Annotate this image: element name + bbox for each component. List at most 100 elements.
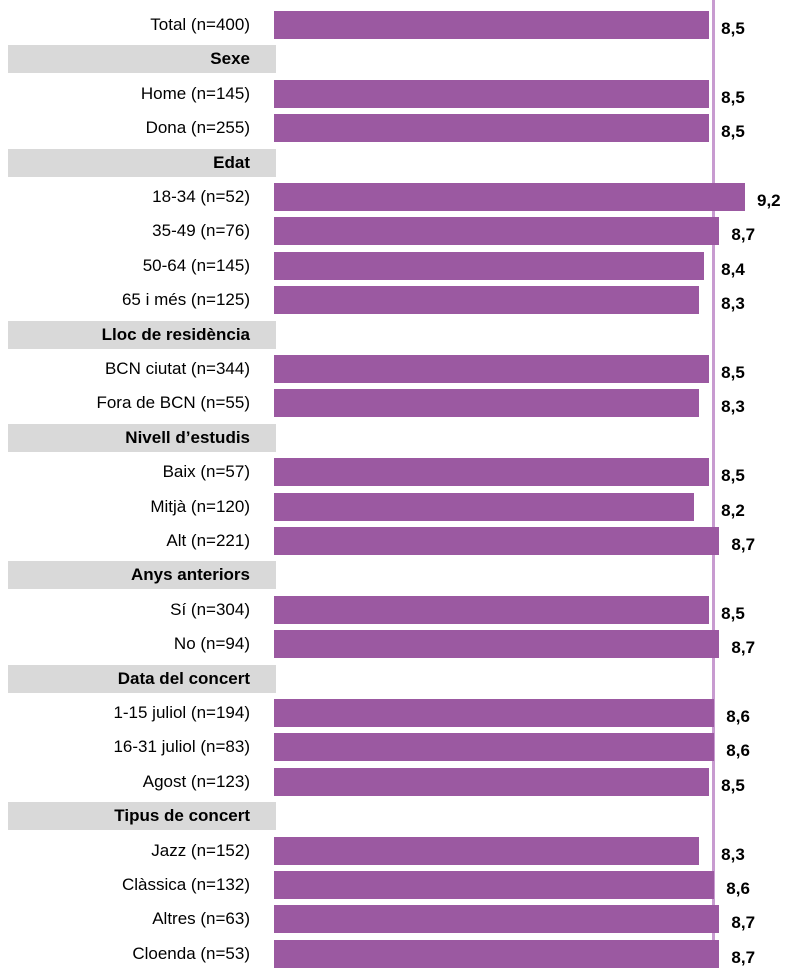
category-label: Agost (n=123) xyxy=(142,771,250,791)
category-label: Jazz (n=152) xyxy=(151,840,250,860)
category-label: Home (n=145) xyxy=(140,83,250,103)
bar-row: 16-31 juliol (n=83) 8,6 xyxy=(0,730,798,764)
category-label: 65 i més (n=125) xyxy=(121,290,250,310)
bar xyxy=(274,114,710,143)
value-label: 8,2 xyxy=(721,500,745,520)
bar-row: 18-34 (n=52) 9,2 xyxy=(0,180,798,214)
group-header-row: Anys anteriors xyxy=(0,558,798,592)
group-header-box xyxy=(8,320,276,349)
category-label: 50-64 (n=145) xyxy=(142,255,250,275)
bar-row: BCN ciutat (n=344) 8,5 xyxy=(0,352,798,386)
value-label: 8,3 xyxy=(721,844,745,864)
bar xyxy=(274,183,745,211)
value-label: 8,5 xyxy=(721,122,745,142)
bar-row: Cloenda (n=53) 8,7 xyxy=(0,937,798,971)
bar xyxy=(274,11,710,39)
category-label: Cloenda (n=53) xyxy=(132,943,250,963)
group-header-box xyxy=(8,561,276,590)
bar xyxy=(274,595,710,624)
value-label: 8,4 xyxy=(721,259,745,279)
bar xyxy=(274,836,699,865)
category-label: 18-34 (n=52) xyxy=(152,187,250,206)
bar-row: Baix (n=57) 8,5 xyxy=(0,455,798,489)
bar-row: 35-49 (n=76) 8,7 xyxy=(0,214,798,248)
category-label: Fora de BCN (n=55) xyxy=(96,393,250,413)
value-label: 8,5 xyxy=(721,87,745,107)
bar-row: Jazz (n=152) 8,3 xyxy=(0,834,798,868)
value-label: 8,6 xyxy=(726,879,750,898)
bar xyxy=(274,733,715,762)
group-header-label: Sexe xyxy=(210,49,250,69)
group-header-box xyxy=(8,45,276,74)
value-label: 8,5 xyxy=(721,19,745,38)
bar-row: 50-64 (n=145) 8,4 xyxy=(0,249,798,283)
bar-row: Mitjà (n=120) 8,2 xyxy=(0,490,798,524)
value-label: 8,5 xyxy=(721,603,745,623)
group-header-label: Tipus de concert xyxy=(114,806,250,826)
bar xyxy=(274,871,715,899)
category-label: 35-49 (n=76) xyxy=(152,221,250,241)
bar-row: Clàssica (n=132) 8,6 xyxy=(0,868,798,902)
category-label: 1-15 juliol (n=194) xyxy=(113,703,250,722)
category-label: Dona (n=255) xyxy=(145,118,250,138)
bar-row: Sí (n=304) 8,5 xyxy=(0,593,798,627)
bar-row: 65 i més (n=125) 8,3 xyxy=(0,283,798,317)
bar xyxy=(274,905,720,934)
bar xyxy=(274,458,710,487)
category-label: 16-31 juliol (n=83) xyxy=(113,737,250,757)
group-header-box xyxy=(8,802,276,831)
bar xyxy=(274,699,715,727)
value-label: 8,5 xyxy=(721,363,745,382)
bar xyxy=(274,767,710,796)
reference-line xyxy=(712,0,716,966)
value-label: 8,3 xyxy=(721,294,745,314)
bar xyxy=(274,355,710,383)
category-label: Total (n=400) xyxy=(150,15,250,34)
group-header-label: Data del concert xyxy=(117,668,250,688)
group-header-row: Data del concert xyxy=(0,662,798,696)
bar xyxy=(274,286,699,315)
bar-row: Dona (n=255) 8,5 xyxy=(0,111,798,145)
category-label: BCN ciutat (n=344) xyxy=(104,359,250,378)
bar xyxy=(274,389,699,418)
bar xyxy=(274,492,694,521)
group-header-box xyxy=(8,148,276,177)
category-label: Mitjà (n=120) xyxy=(150,496,250,516)
value-label: 8,5 xyxy=(721,466,745,486)
group-header-row: Lloc de residència xyxy=(0,318,798,352)
bar xyxy=(274,217,720,246)
value-label: 8,7 xyxy=(731,535,756,554)
bar xyxy=(274,79,710,108)
bar xyxy=(274,251,705,280)
bar xyxy=(274,527,720,555)
category-label: Altres (n=63) xyxy=(152,909,250,929)
category-label: Baix (n=57) xyxy=(162,462,250,482)
group-header-label: Lloc de residència xyxy=(101,324,250,344)
category-label: Clàssica (n=132) xyxy=(121,875,250,894)
group-header-label: Anys anteriors xyxy=(130,565,250,585)
group-header-row: Tipus de concert xyxy=(0,799,798,833)
bar-row: Fora de BCN (n=55) 8,3 xyxy=(0,386,798,420)
value-label: 8,3 xyxy=(721,397,745,417)
bar-row: Altres (n=63) 8,7 xyxy=(0,902,798,936)
bar-row: Total (n=400) 8,5 xyxy=(0,8,798,42)
group-header-row: Edat xyxy=(0,146,798,180)
category-label: Alt (n=221) xyxy=(166,531,250,550)
value-label: 8,6 xyxy=(726,741,750,761)
value-label: 8,7 xyxy=(731,947,756,967)
bar-row: Home (n=145) 8,5 xyxy=(0,77,798,111)
value-label: 8,7 xyxy=(731,913,756,933)
bar-row: 1-15 juliol (n=194) 8,6 xyxy=(0,696,798,730)
value-label: 8,7 xyxy=(731,225,756,245)
group-header-box xyxy=(8,664,276,693)
value-label: 9,2 xyxy=(757,191,781,210)
bar-row: Agost (n=123) 8,5 xyxy=(0,765,798,799)
bar xyxy=(274,939,720,968)
value-label: 8,6 xyxy=(726,707,750,726)
group-header-row: Nivell d’estudis xyxy=(0,421,798,455)
bar-row: Alt (n=221) 8,7 xyxy=(0,524,798,558)
group-header-row: Sexe xyxy=(0,42,798,76)
value-label: 8,5 xyxy=(721,775,745,795)
group-header-label: Nivell d’estudis xyxy=(125,427,250,447)
